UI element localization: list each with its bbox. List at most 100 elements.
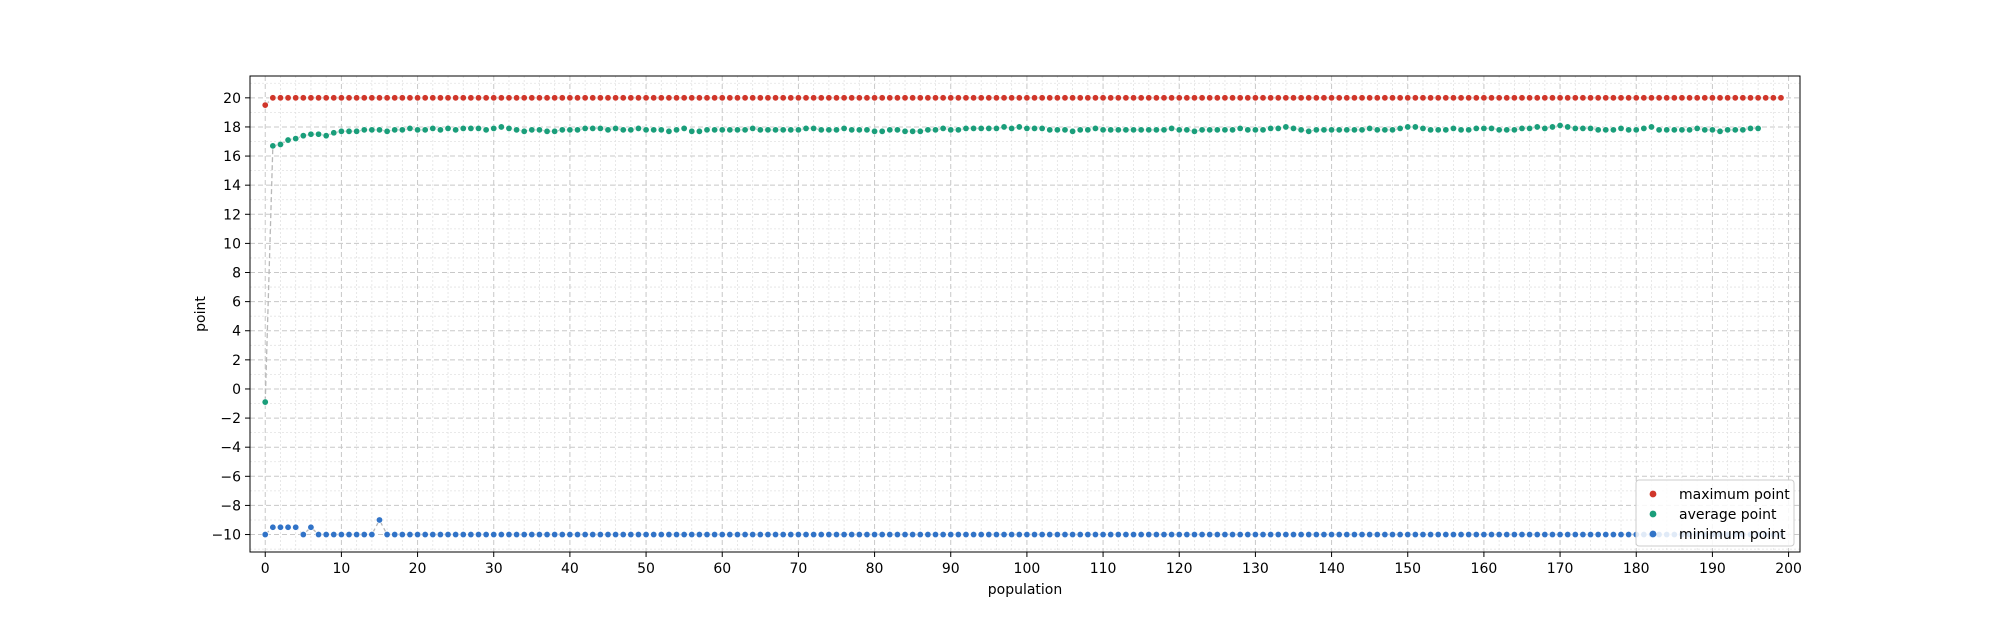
data-point [474,531,482,539]
data-point [574,94,582,102]
data-point [429,531,437,539]
data-point [832,126,840,134]
data-point [1533,123,1541,131]
y-axis-label: point [193,296,209,332]
data-point [1168,94,1176,102]
data-point [886,126,894,134]
data-point [1602,531,1610,539]
data-point [1244,531,1252,539]
data-point [528,126,536,134]
data-point [604,531,612,539]
data-point [581,531,589,539]
data-point [1350,531,1358,539]
data-point [520,94,528,102]
data-point [909,94,917,102]
data-point [398,531,406,539]
data-point [1038,94,1046,102]
data-point [855,126,863,134]
data-point [322,94,330,102]
data-point [1427,531,1435,539]
data-point [749,94,757,102]
data-point [977,94,985,102]
data-point [1701,126,1709,134]
data-point [962,124,970,132]
data-point [1457,126,1465,134]
data-point [1389,94,1397,102]
data-point [558,126,566,134]
data-point [1008,124,1016,132]
data-point [931,531,939,539]
data-point [977,124,985,132]
data-point [1419,531,1427,539]
data-point [779,94,787,102]
data-point [1746,94,1754,102]
y-axis-ticks: −10 −8 −6 −4 −2 0 2 4 6 8 10 12 14 16 18 20 [211,91,250,544]
data-point [1221,531,1229,539]
y-tick-label: −10 [211,528,241,544]
data-point [1625,531,1633,539]
data-point [1625,126,1633,134]
x-axis-ticks: 0 10 20 30 40 50 60 70 80 90 100 110 120 130 140 150 160… [261,552,1802,577]
data-point [513,531,521,539]
data-point [535,531,543,539]
data-point [1183,126,1191,134]
x-axis-label: population [988,582,1063,598]
data-point [1175,94,1183,102]
data-point [1724,94,1732,102]
x-tick-label: 170 [1547,561,1574,577]
data-point [650,126,658,134]
data-point [1518,124,1526,132]
data-point [1739,126,1747,134]
data-point [535,126,543,134]
data-point [1137,94,1145,102]
data-point [1693,124,1701,132]
data-point [398,126,406,134]
data-point [414,94,422,102]
data-point [1640,124,1648,132]
data-point [1091,124,1099,132]
data-point [1267,531,1275,539]
data-point [368,531,376,539]
data-point [1130,531,1138,539]
data-point [695,127,703,135]
data-point [459,124,467,132]
data-point [1343,531,1351,539]
data-point [1541,124,1549,132]
data-point [627,94,635,102]
data-point [878,94,886,102]
data-point [307,130,315,138]
data-point [726,531,734,539]
data-point [1442,94,1450,102]
data-point [353,531,361,539]
data-point [368,94,376,102]
data-point [1488,531,1496,539]
data-point [642,531,650,539]
data-point [1609,126,1617,134]
data-point [1510,94,1518,102]
data-point [1130,126,1138,134]
y-tick-label: 6 [232,295,241,311]
data-point [322,531,330,539]
data-point [1274,124,1282,132]
data-point [1663,94,1671,102]
legend-label: maximum point [1679,487,1790,503]
data-point [642,126,650,134]
data-point [543,94,551,102]
data-point [703,126,711,134]
data-point [848,531,856,539]
data-point [1670,126,1678,134]
plot-frame [249,75,1801,553]
data-point [398,94,406,102]
data-point [764,94,772,102]
data-point [1328,531,1336,539]
data-point [634,124,642,132]
data-point [406,531,414,539]
data-point [1381,126,1389,134]
data-point [1076,94,1084,102]
data-point [1541,531,1549,539]
data-point [642,94,650,102]
data-point [1647,123,1655,131]
data-point [1472,94,1480,102]
data-point [871,531,879,539]
data-point [1046,94,1054,102]
